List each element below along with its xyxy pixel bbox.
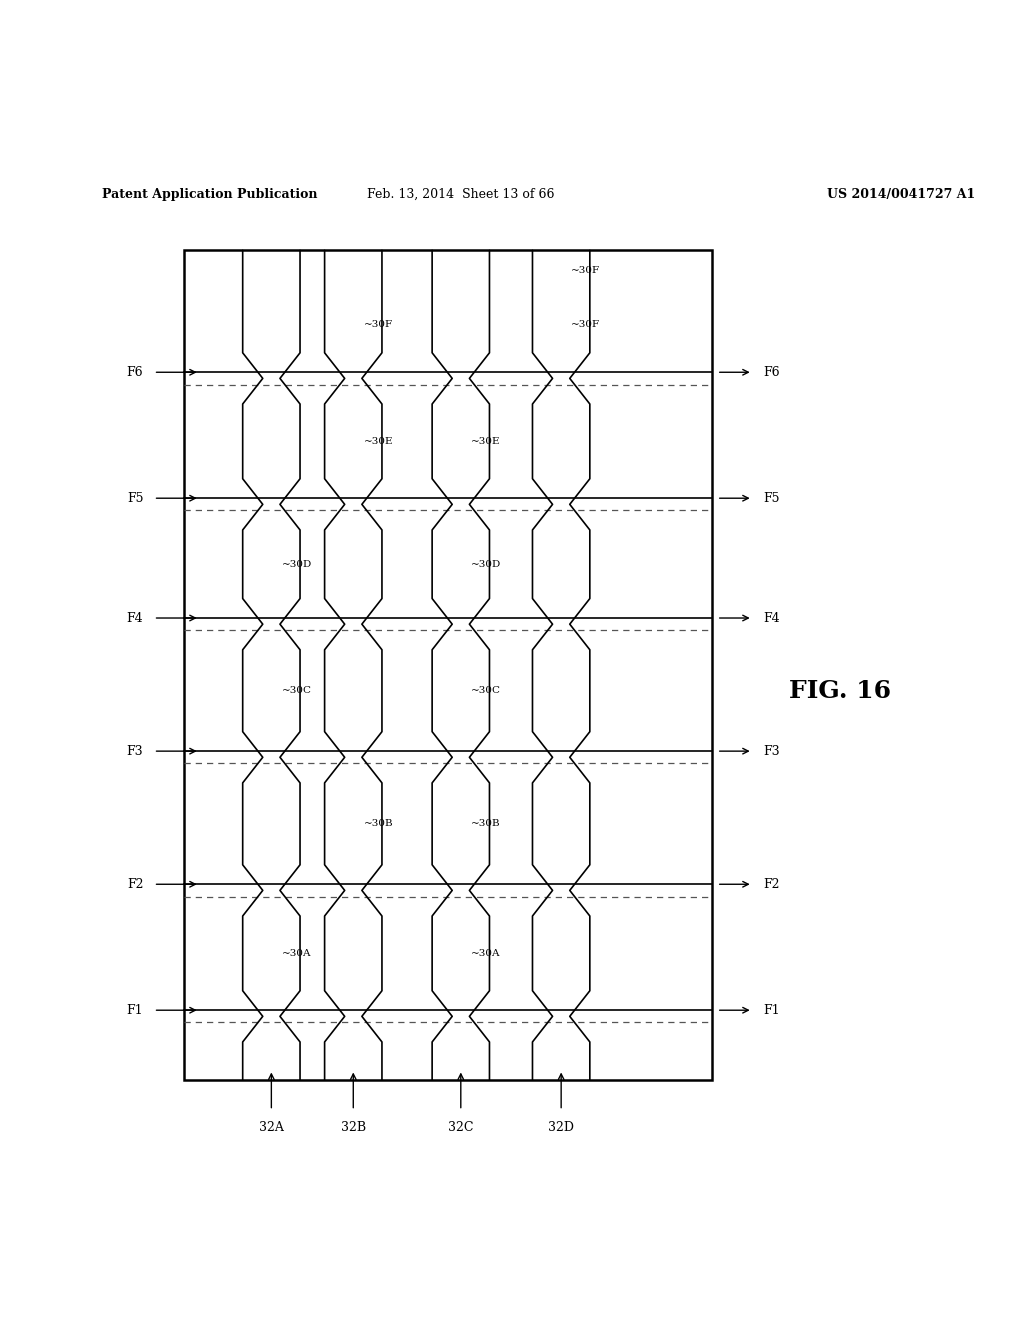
Text: F2: F2: [763, 878, 779, 891]
Text: ~30C: ~30C: [282, 686, 311, 696]
Text: ~30D: ~30D: [471, 560, 502, 569]
Text: 32C: 32C: [449, 1121, 473, 1134]
Text: ~30B: ~30B: [364, 820, 393, 829]
Text: 32D: 32D: [548, 1121, 574, 1134]
Text: ~30E: ~30E: [364, 437, 393, 446]
Text: F4: F4: [763, 611, 779, 624]
Text: FIG. 16: FIG. 16: [788, 678, 891, 702]
Text: ~30A: ~30A: [471, 949, 501, 958]
Text: US 2014/0041727 A1: US 2014/0041727 A1: [827, 187, 975, 201]
Text: F3: F3: [763, 744, 779, 758]
Text: ~30F: ~30F: [571, 267, 600, 276]
Text: F5: F5: [127, 492, 143, 504]
Text: F1: F1: [127, 1003, 143, 1016]
Text: Feb. 13, 2014  Sheet 13 of 66: Feb. 13, 2014 Sheet 13 of 66: [367, 187, 555, 201]
Text: ~30E: ~30E: [471, 437, 501, 446]
Text: ~30D: ~30D: [282, 560, 312, 569]
Text: F4: F4: [127, 611, 143, 624]
Bar: [184, 251, 712, 1080]
Text: ~30B: ~30B: [471, 820, 501, 829]
Text: ~30F: ~30F: [364, 321, 392, 329]
Text: 32A: 32A: [259, 1121, 284, 1134]
Text: ~30F: ~30F: [571, 321, 600, 329]
Text: Patent Application Publication: Patent Application Publication: [102, 187, 317, 201]
Text: F6: F6: [127, 366, 143, 379]
Text: F1: F1: [763, 1003, 779, 1016]
Text: F2: F2: [127, 878, 143, 891]
Text: 32B: 32B: [341, 1121, 366, 1134]
Text: F6: F6: [763, 366, 779, 379]
Text: ~30C: ~30C: [471, 686, 501, 696]
Text: F5: F5: [763, 492, 779, 504]
Text: F3: F3: [127, 744, 143, 758]
Text: ~30A: ~30A: [282, 949, 311, 958]
